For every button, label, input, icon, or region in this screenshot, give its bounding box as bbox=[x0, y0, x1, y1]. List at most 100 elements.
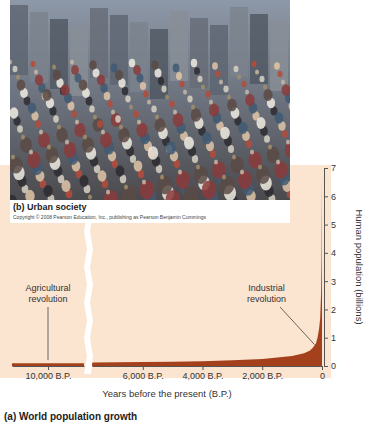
photo-figure bbox=[241, 81, 246, 88]
photo-figure bbox=[165, 94, 169, 99]
photo-figure bbox=[256, 117, 265, 129]
photo-figure bbox=[256, 166, 270, 184]
y-tick: 6 bbox=[324, 192, 336, 202]
y-tick-label: 3 bbox=[331, 277, 336, 287]
x-tick-label: 6,000 B.P. bbox=[123, 371, 164, 381]
photo-figure bbox=[274, 161, 287, 179]
photo-figure bbox=[155, 114, 159, 119]
photo-figure bbox=[52, 64, 56, 69]
photo-figure bbox=[191, 59, 198, 67]
y-tick-mark bbox=[324, 338, 328, 339]
photo-figure bbox=[93, 114, 97, 119]
photo-figure bbox=[129, 104, 133, 109]
photo-figure bbox=[53, 70, 61, 80]
photo-credit: Copyright © 2008 Pearson Education, Inc.… bbox=[13, 214, 206, 220]
photo-figure bbox=[214, 159, 218, 164]
photo-figure bbox=[133, 110, 139, 117]
photo-figure bbox=[82, 137, 94, 153]
photo-figure bbox=[42, 89, 51, 101]
photo-figure bbox=[178, 169, 182, 174]
photo-figure bbox=[17, 79, 26, 90]
photo-figure bbox=[275, 112, 284, 124]
photo-figure bbox=[21, 134, 25, 139]
photo-figure bbox=[61, 84, 70, 96]
y-tick-label: 5 bbox=[331, 220, 336, 230]
y-tick-mark bbox=[324, 225, 328, 226]
photo-figure bbox=[258, 164, 262, 169]
plot-area bbox=[12, 363, 84, 366]
y-axis: 01234567 bbox=[324, 163, 336, 371]
photo-figure bbox=[100, 132, 112, 147]
x-tick: 0 bbox=[320, 366, 325, 381]
photo-figure bbox=[161, 86, 166, 93]
photo-figure bbox=[83, 134, 87, 139]
photo-figure bbox=[111, 113, 122, 127]
photo-figure bbox=[196, 164, 200, 169]
photo-figure bbox=[89, 60, 96, 70]
photo-figure bbox=[176, 72, 182, 80]
photo-figure bbox=[115, 70, 123, 80]
photo-building bbox=[90, 8, 108, 78]
photo-figure bbox=[155, 118, 166, 132]
photo-figure bbox=[28, 103, 36, 114]
photo-figure bbox=[268, 144, 272, 149]
y-tick: 4 bbox=[324, 248, 336, 258]
photo-figure bbox=[250, 149, 254, 154]
photo-figure bbox=[39, 129, 43, 134]
y-tick-mark bbox=[324, 253, 328, 254]
photo-figure bbox=[278, 71, 283, 78]
photo-building bbox=[250, 14, 268, 84]
photo-figure bbox=[187, 96, 192, 103]
photo-figure bbox=[35, 120, 41, 127]
y-tick: 0 bbox=[324, 361, 336, 371]
photo-figure bbox=[227, 94, 231, 99]
photo-figure bbox=[194, 67, 200, 75]
photo-figure bbox=[166, 141, 176, 154]
photo-figure bbox=[151, 60, 158, 70]
x-tick: 10,000 B.P. bbox=[26, 366, 72, 381]
photo-figure bbox=[222, 174, 226, 179]
y-tick: 3 bbox=[324, 277, 336, 287]
photo-figure bbox=[124, 184, 128, 189]
x-tick: 2,000 B.P. bbox=[242, 366, 283, 381]
photo-figure bbox=[209, 99, 213, 104]
photo-figure bbox=[28, 152, 41, 169]
x-tick-mark bbox=[322, 366, 323, 370]
photo-figure bbox=[282, 84, 290, 96]
photo-figure bbox=[142, 179, 146, 184]
photo-building bbox=[210, 25, 228, 95]
photo-figure bbox=[197, 76, 202, 83]
photo-figure bbox=[25, 190, 34, 200]
photo-figure bbox=[223, 86, 228, 93]
photo-figure bbox=[173, 113, 184, 127]
photo-figure bbox=[274, 62, 280, 70]
y-axis-line bbox=[324, 169, 325, 367]
photo-figure bbox=[286, 139, 290, 144]
photo-figure bbox=[98, 170, 107, 182]
population-area bbox=[12, 363, 84, 366]
photo-figure bbox=[31, 61, 36, 67]
photo-building bbox=[110, 15, 128, 85]
photo-figure bbox=[29, 149, 33, 154]
photo-figure bbox=[115, 115, 121, 122]
photo-figure bbox=[104, 92, 111, 101]
photo-figure bbox=[134, 160, 143, 171]
photo-figure bbox=[202, 180, 217, 199]
photo-figure bbox=[89, 105, 95, 112]
photo-figure bbox=[97, 120, 103, 127]
y-tick-mark bbox=[324, 196, 328, 197]
photo-figure bbox=[237, 74, 241, 79]
photo-figure bbox=[155, 68, 162, 77]
photo-figure bbox=[97, 75, 105, 86]
photo-building bbox=[170, 11, 188, 81]
photo-figure bbox=[238, 122, 247, 134]
y-tick: 2 bbox=[324, 305, 336, 315]
photo-figure bbox=[245, 89, 249, 94]
photo-figure bbox=[147, 99, 151, 104]
photo-figure bbox=[212, 62, 218, 70]
photo-figure bbox=[238, 171, 252, 189]
photo-figure bbox=[46, 147, 59, 163]
photo-figure bbox=[34, 69, 38, 74]
photo-building bbox=[190, 18, 208, 88]
photo-figure bbox=[246, 140, 252, 148]
